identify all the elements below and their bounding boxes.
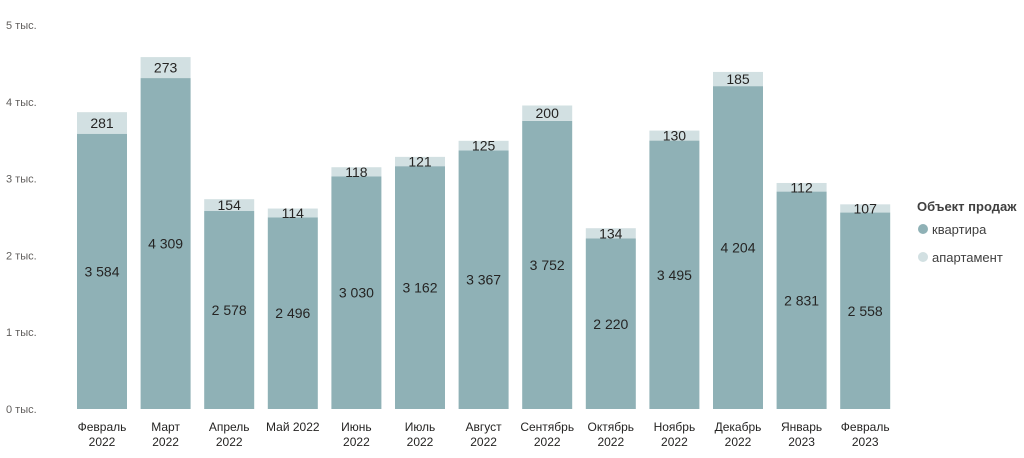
data-label-apartament: 114 [282, 205, 305, 221]
x-tick-label: Апрель [209, 420, 250, 434]
legend-marker [918, 224, 928, 234]
data-label-kvartira: 3 495 [657, 267, 692, 283]
bar-apartament [840, 204, 891, 213]
bar-apartament [77, 112, 127, 134]
y-tick-label: 2 тыс. [6, 250, 37, 262]
data-label-kvartira: 2 578 [212, 302, 247, 318]
bar-apartament [140, 57, 191, 79]
data-label-kvartira: 2 831 [784, 292, 819, 308]
y-tick-label: 4 тыс. [6, 97, 37, 109]
bar-kvartira [713, 86, 763, 409]
bar-kvartira [267, 217, 318, 409]
bar-kvartira [204, 211, 255, 409]
data-label-apartament: 200 [536, 105, 560, 121]
bar-kvartira [77, 133, 127, 410]
x-tick-label-year: 2022 [470, 435, 497, 449]
data-label-apartament: 130 [663, 128, 687, 144]
x-tick-label-year: 2022 [343, 435, 370, 449]
data-label-kvartira: 3 367 [466, 272, 501, 288]
x-tick-label: Март [151, 420, 180, 434]
y-tick-label: 3 тыс. [6, 174, 37, 186]
x-tick-label: Декабрь [715, 420, 762, 434]
data-label-apartament: 125 [472, 138, 496, 154]
data-label-apartament: 134 [599, 225, 623, 241]
x-tick-label-year: 2023 [852, 435, 879, 449]
y-tick-label: 0 тыс. [6, 404, 37, 416]
data-label-apartament: 185 [726, 71, 750, 87]
data-label-apartament: 118 [345, 164, 368, 180]
bar-kvartira [458, 150, 509, 409]
x-tick-label: Январь [781, 420, 822, 434]
data-label-apartament: 107 [854, 200, 878, 216]
x-tick-label-year: 2022 [534, 435, 561, 449]
legend-label: квартира [932, 222, 987, 237]
data-label-kvartira: 3 584 [84, 263, 119, 279]
bar-apartament [649, 130, 700, 141]
x-tick-label: Октябрь [588, 420, 635, 434]
bar-kvartira [840, 212, 891, 409]
data-label-kvartira: 2 558 [848, 303, 883, 319]
bar-apartament [395, 156, 445, 167]
data-label-kvartira: 3 752 [530, 257, 565, 273]
bar-apartament [267, 208, 318, 218]
bar-apartament [713, 71, 763, 87]
x-tick-label-year: 2022 [89, 435, 116, 449]
bar-kvartira [395, 166, 445, 409]
x-tick-label-year: 2022 [407, 435, 434, 449]
x-tick-label-year: 2023 [788, 435, 815, 449]
x-tick-label: Ноябрь [654, 420, 696, 434]
bar-apartament [331, 167, 382, 177]
x-tick-label: Июль [405, 420, 436, 434]
data-label-apartament: 112 [790, 179, 813, 195]
bar-kvartira [140, 78, 191, 410]
x-tick-label-year: 2022 [152, 435, 179, 449]
bar-kvartira [331, 176, 382, 409]
x-tick-label-year: 2022 [597, 435, 624, 449]
bar-apartament [522, 105, 573, 121]
x-tick-label: Август [466, 420, 503, 434]
x-tick-label: Февраль [78, 420, 127, 434]
x-tick-label-year: 2022 [216, 435, 243, 449]
bar-apartament [458, 140, 509, 151]
x-tick-label-year: 2022 [725, 435, 752, 449]
x-tick-label-year: 2022 [661, 435, 688, 449]
data-label-kvartira: 4 309 [148, 236, 183, 252]
bar-kvartira [649, 140, 700, 410]
y-tick-label: 5 тыс. [6, 20, 37, 32]
bar-kvartira [585, 238, 636, 409]
data-label-kvartira: 2 496 [275, 305, 310, 321]
data-label-kvartira: 3 030 [339, 285, 374, 301]
legend-marker [918, 252, 928, 262]
y-tick-label: 1 тыс. [6, 327, 37, 339]
legend-label: апартамент [932, 250, 1003, 265]
data-label-apartament: 281 [90, 115, 114, 131]
x-tick-label: Июнь [341, 420, 372, 434]
data-label-apartament: 273 [154, 60, 178, 76]
bar-kvartira [522, 120, 573, 409]
x-tick-label: Февраль [841, 420, 890, 434]
bar-apartament [585, 228, 636, 239]
data-label-apartament: 154 [218, 197, 242, 213]
data-label-kvartira: 2 220 [593, 316, 628, 332]
x-tick-label: Сентябрь [520, 420, 574, 434]
data-label-kvartira: 4 204 [720, 240, 755, 256]
bar-kvartira [776, 191, 827, 409]
legend-title: Объект продаж [917, 199, 1017, 214]
data-label-kvartira: 3 162 [402, 280, 437, 296]
x-tick-label: Май 2022 [266, 420, 320, 434]
bar-apartament [204, 199, 255, 212]
data-label-apartament: 121 [408, 154, 432, 170]
bar-apartament [776, 182, 827, 192]
